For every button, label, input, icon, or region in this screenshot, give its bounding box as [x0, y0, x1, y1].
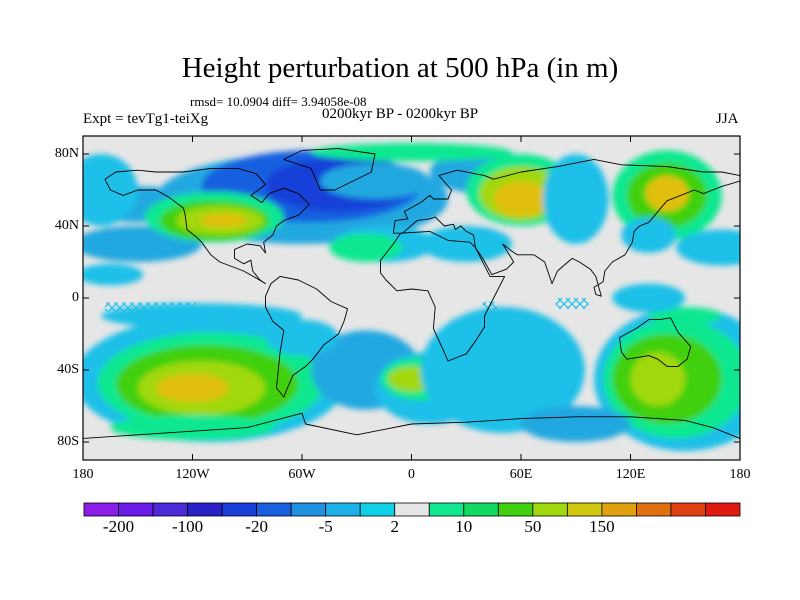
contour-blob-36: [493, 181, 549, 217]
stats-label: rmsd= 10.0904 diff= 3.94058e-08: [190, 94, 367, 109]
lat-tick-label: 40N: [54, 218, 79, 233]
contour-blob-42: [676, 229, 740, 266]
lat-tick-label: 40S: [57, 362, 79, 377]
contour-blob-4: [156, 373, 229, 403]
coastline-0: [104, 167, 310, 285]
hatch-region-0: [104, 302, 197, 312]
colorbar-label: 150: [589, 517, 615, 536]
map-ticks: [82, 136, 741, 460]
colorbar-label: 10: [455, 517, 473, 536]
contour-blob-28: [199, 213, 248, 228]
coastline-5: [619, 317, 692, 367]
season-label: JJA: [716, 111, 739, 127]
lon-tick-label: 180: [729, 467, 751, 482]
colorbar-label: -200: [102, 517, 135, 536]
lon-tick-label: 120E: [615, 467, 646, 482]
lon-tick-label: 60W: [288, 467, 316, 482]
hatch-region-1: [555, 298, 589, 309]
contour-blob-5: [110, 415, 275, 441]
colorbar-label: 50: [524, 517, 542, 536]
experiment-label: Expt = tevTg1-teiXg: [83, 111, 209, 127]
coastline-2: [283, 148, 376, 191]
hatch-region-2: [482, 301, 498, 313]
lon-tick-label: 0: [408, 467, 415, 482]
plot-title: Height perturbation at 500 hPa (in m): [181, 52, 619, 84]
contour-blob-43: [621, 217, 677, 253]
contour-blob-10: [420, 307, 585, 433]
colorbar-label: 2: [390, 517, 399, 536]
contour-blob-17: [83, 263, 144, 286]
contour-fills: [83, 143, 740, 451]
coastline-3: [380, 230, 506, 362]
contour-blob-37: [311, 143, 512, 162]
lat-tick-label: 80S: [57, 434, 79, 449]
contour-blob-18: [265, 319, 339, 356]
contour-blob-14: [630, 352, 686, 406]
continent-outlines: [83, 148, 740, 439]
contour-blob-45: [612, 283, 686, 313]
lon-tick-label: 120W: [175, 467, 210, 482]
coastline-6: [83, 412, 740, 439]
contour-blob-41: [645, 175, 689, 212]
contour-blob-30: [329, 233, 403, 262]
colorbar-label: -20: [245, 517, 268, 536]
contour-blob-38: [542, 154, 609, 244]
contour-blob-44: [648, 307, 722, 325]
contour-blob-32: [420, 226, 512, 262]
contour-blob-31: [320, 163, 430, 199]
contour-blob-15: [521, 406, 631, 442]
period-label: 0200kyr BP - 0200kyr BP: [322, 106, 479, 122]
colorbar-label: -100: [171, 517, 204, 536]
contour-blob-24: [83, 154, 138, 226]
hatched-regions: [104, 298, 589, 313]
map-area: [83, 136, 740, 460]
lat-tick-label: 80N: [54, 146, 79, 161]
coastline-1: [265, 275, 349, 398]
colorbar-label: -5: [318, 517, 333, 536]
coastline-4: [392, 158, 740, 297]
lon-tick-label: 60E: [509, 467, 533, 482]
lat-tick-label: 0: [72, 290, 79, 305]
lon-tick-label: 180: [72, 467, 94, 482]
